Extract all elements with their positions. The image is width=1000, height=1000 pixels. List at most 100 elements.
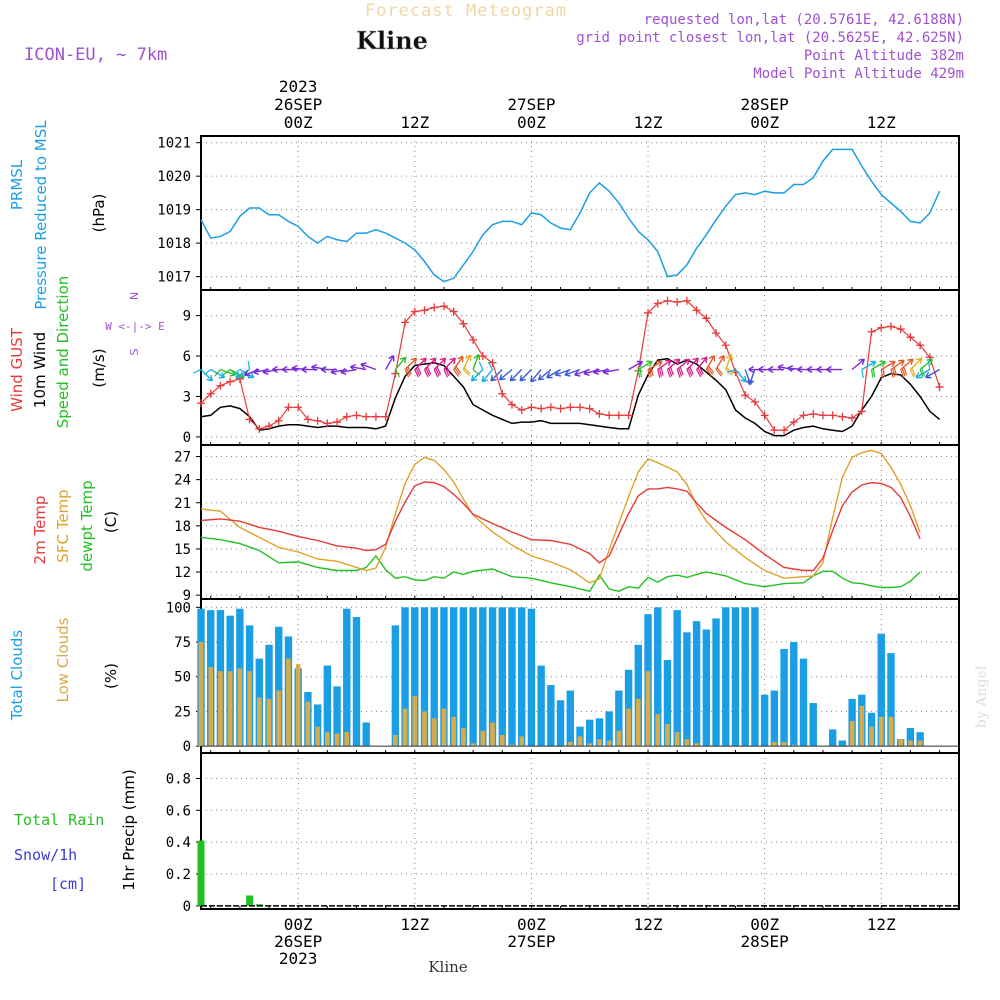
- wind-barb-shaft: [734, 369, 747, 383]
- wind-barb-head: [869, 360, 877, 367]
- gust-marker: [245, 415, 254, 424]
- gust-marker: [721, 341, 730, 350]
- wind-barb-head: [925, 372, 932, 379]
- wind-barb: [637, 360, 653, 379]
- wind-barb-feather: [706, 367, 714, 375]
- low-cloud-bar: [878, 716, 884, 747]
- gust-marker: [235, 374, 244, 383]
- low-cloud-bar: [509, 744, 515, 747]
- wind-barb-shaft: [424, 357, 437, 371]
- temp-series: [200, 449, 921, 593]
- wind-barb: [537, 368, 552, 381]
- wind-barb-head: [592, 367, 600, 376]
- wind-barb-shaft: [220, 368, 236, 376]
- total-cloud-bar: [449, 607, 458, 747]
- wind-barb: [861, 360, 877, 379]
- wind-barb-shaft: [481, 369, 494, 383]
- wind-barb-shaft: [851, 358, 865, 371]
- total-cloud-bar: [751, 607, 759, 747]
- low-cloud-bar: [645, 671, 651, 747]
- wind-barb: [509, 369, 523, 382]
- wind-barb-shaft: [705, 355, 715, 370]
- wind-barb: [602, 367, 619, 376]
- low-cloud-bar: [334, 733, 340, 747]
- low-cloud-bar: [665, 723, 670, 747]
- wind-barb-head: [747, 378, 755, 386]
- wind-barb-feather: [705, 369, 713, 377]
- pressure-ytick-label: 1019: [157, 203, 191, 219]
- total-cloud-bar: [887, 653, 895, 747]
- gust-marker: [439, 302, 448, 311]
- gust-marker: [459, 319, 468, 328]
- wind-barb-head: [262, 367, 269, 376]
- wind-barb-head: [554, 370, 562, 377]
- gust-marker: [828, 411, 837, 420]
- wind-barb-feather: [214, 369, 221, 377]
- wind-barb: [281, 365, 299, 374]
- wind-barb-head: [574, 370, 581, 377]
- low-cloud-bar: [694, 743, 699, 747]
- low-cloud-bar: [908, 740, 913, 747]
- snow-unit-label: [cm]: [50, 875, 86, 893]
- wind-barb-feather: [405, 367, 411, 377]
- bottom-time-label: 28SEP: [741, 932, 789, 951]
- wind-barb-shaft: [394, 356, 407, 370]
- wind-barb-feather: [882, 368, 885, 378]
- wind-barb-shaft: [696, 356, 708, 370]
- pressure-panel: 1017 1018 1019 1020 1021: [157, 135, 960, 291]
- total-cloud-bar: [906, 728, 915, 747]
- wind-barb-head: [767, 365, 774, 374]
- total-cloud-bar: [440, 607, 448, 747]
- clouds-ytick-label: 100: [166, 600, 191, 616]
- total-cloud-bar: [498, 607, 506, 747]
- precip-ytick-label: 0.2: [166, 867, 191, 883]
- wind-barb-feather: [893, 367, 897, 376]
- wind-barb-feather: [669, 366, 674, 376]
- prmsl-label: PRMSL: [8, 159, 26, 210]
- gust-marker: [576, 403, 584, 412]
- wind-barb-head: [787, 364, 794, 373]
- low-cloud-bar: [888, 716, 894, 747]
- total-cloud-bar: [799, 658, 808, 747]
- total-cloud-bar: [527, 608, 536, 747]
- wind-barb-head: [889, 360, 896, 367]
- wind-barb-feather: [697, 367, 703, 376]
- wind-barb-head: [726, 353, 734, 361]
- low-cloud-bar: [684, 739, 690, 747]
- model-label: ICON-EU, ~ 7km: [24, 45, 167, 65]
- temp-ytick-label: 27: [174, 450, 191, 466]
- low-cloud-bar: [587, 743, 593, 747]
- wind-barb-head: [252, 367, 259, 376]
- wind-barb-shaft: [748, 369, 756, 385]
- low-cloud-bar: [208, 666, 214, 747]
- total-cloud-bar: [391, 625, 400, 747]
- wind-barb-feather: [425, 367, 431, 377]
- wind-barb-head: [206, 375, 213, 382]
- wind-barb: [433, 357, 447, 378]
- wind-barb-shaft: [538, 368, 552, 381]
- top-time-label: 12Z: [400, 113, 429, 132]
- rain-bar: [255, 904, 263, 906]
- wind-barb-head: [490, 375, 497, 382]
- wind-barb: [499, 368, 513, 381]
- wind-barb-feather: [870, 369, 874, 379]
- wind-barb-head: [281, 365, 288, 374]
- wind-barb: [727, 368, 747, 383]
- total-cloud-bar: [605, 711, 613, 747]
- gust-marker: [352, 411, 361, 420]
- wind-barb-feather: [404, 369, 410, 378]
- wind-barb-feather: [658, 368, 663, 377]
- left-labels: PRMSL Pressure Reduced to MSL (hPa) Wind GU…: [8, 120, 165, 893]
- gust-marker: [644, 308, 653, 317]
- wind-barb-head: [218, 372, 226, 379]
- wind-barb-head: [796, 365, 803, 374]
- wind-barb-shaft: [350, 366, 367, 371]
- wind-barb-head: [349, 364, 357, 372]
- total-cloud-bar: [488, 607, 497, 747]
- bottom-time-label: 27SEP: [507, 932, 555, 951]
- wind-barb-feather: [650, 367, 654, 377]
- wind-barb: [490, 369, 503, 382]
- wind-barb-feather: [417, 366, 422, 375]
- wind-ytick-label: 9: [183, 309, 191, 325]
